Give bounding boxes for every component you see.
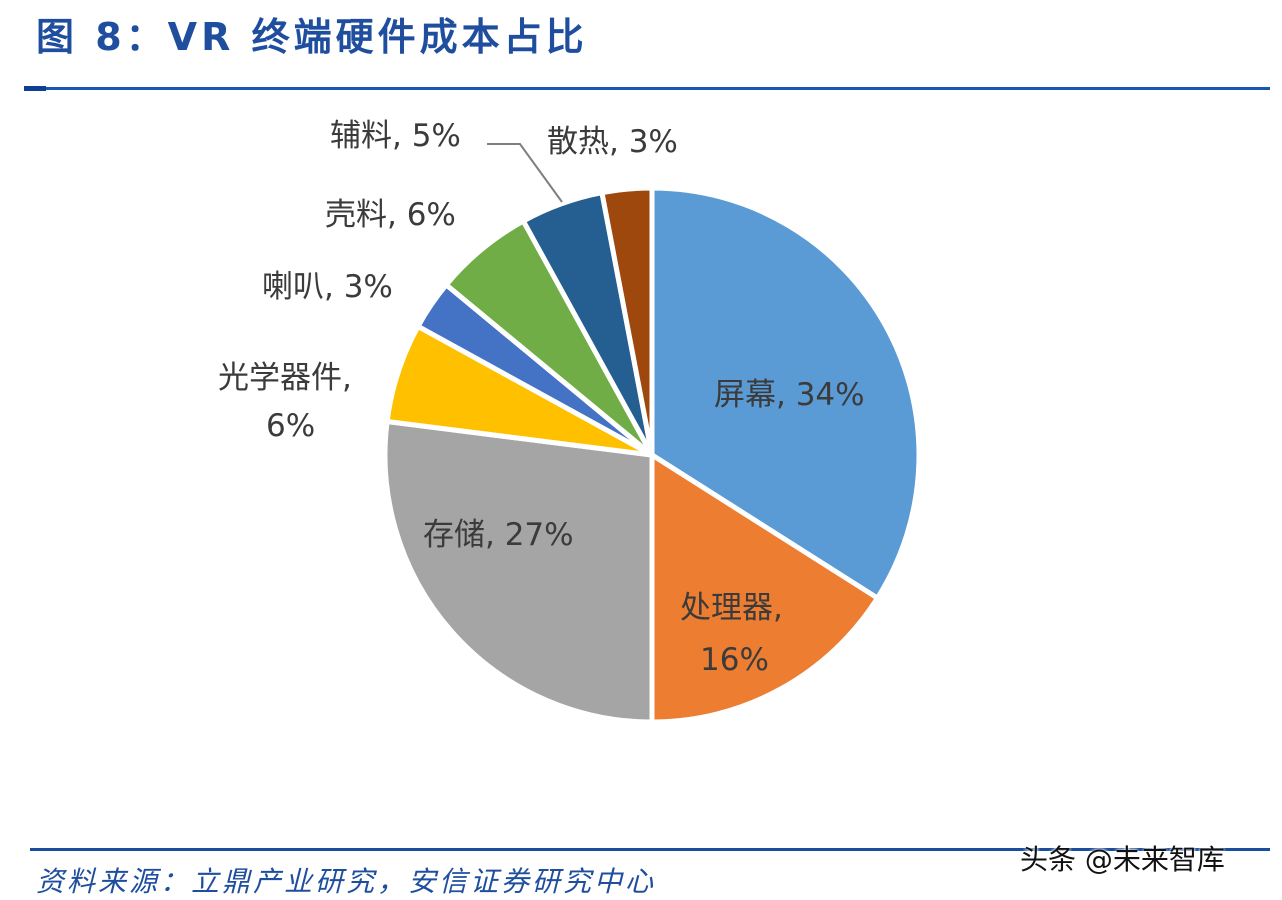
top-divider-accent xyxy=(24,86,46,91)
figure-title: 图 8：VR 终端硬件成本占比 xyxy=(36,15,588,59)
label-shell: 壳料, 6% xyxy=(325,197,456,233)
pie-slice-2 xyxy=(649,452,880,725)
label-screen: 屏幕, 34% xyxy=(714,377,865,413)
pie-slice-8 xyxy=(599,185,655,458)
label-optics-line2: 6% xyxy=(266,408,315,444)
label-cpu-line1: 处理器, xyxy=(680,590,783,626)
label-storage: 存储, 27% xyxy=(423,517,574,553)
pie-slice-3 xyxy=(382,419,655,725)
watermark: 头条 @未来智库 xyxy=(1020,843,1225,876)
label-speaker: 喇叭, 3% xyxy=(262,269,393,305)
label-cpu-line2: 16% xyxy=(700,642,769,678)
top-divider xyxy=(24,87,1270,90)
leader-line xyxy=(487,143,563,203)
label-aux: 辅料, 5% xyxy=(330,118,461,154)
source-note: 资料来源：立鼎产业研究，安信证券研究中心 xyxy=(36,865,657,898)
label-cooling: 散热, 3% xyxy=(547,124,678,160)
bottom-divider xyxy=(30,848,1270,851)
pie-slices xyxy=(382,185,922,725)
label-optics-line1: 光学器件, xyxy=(218,360,352,396)
